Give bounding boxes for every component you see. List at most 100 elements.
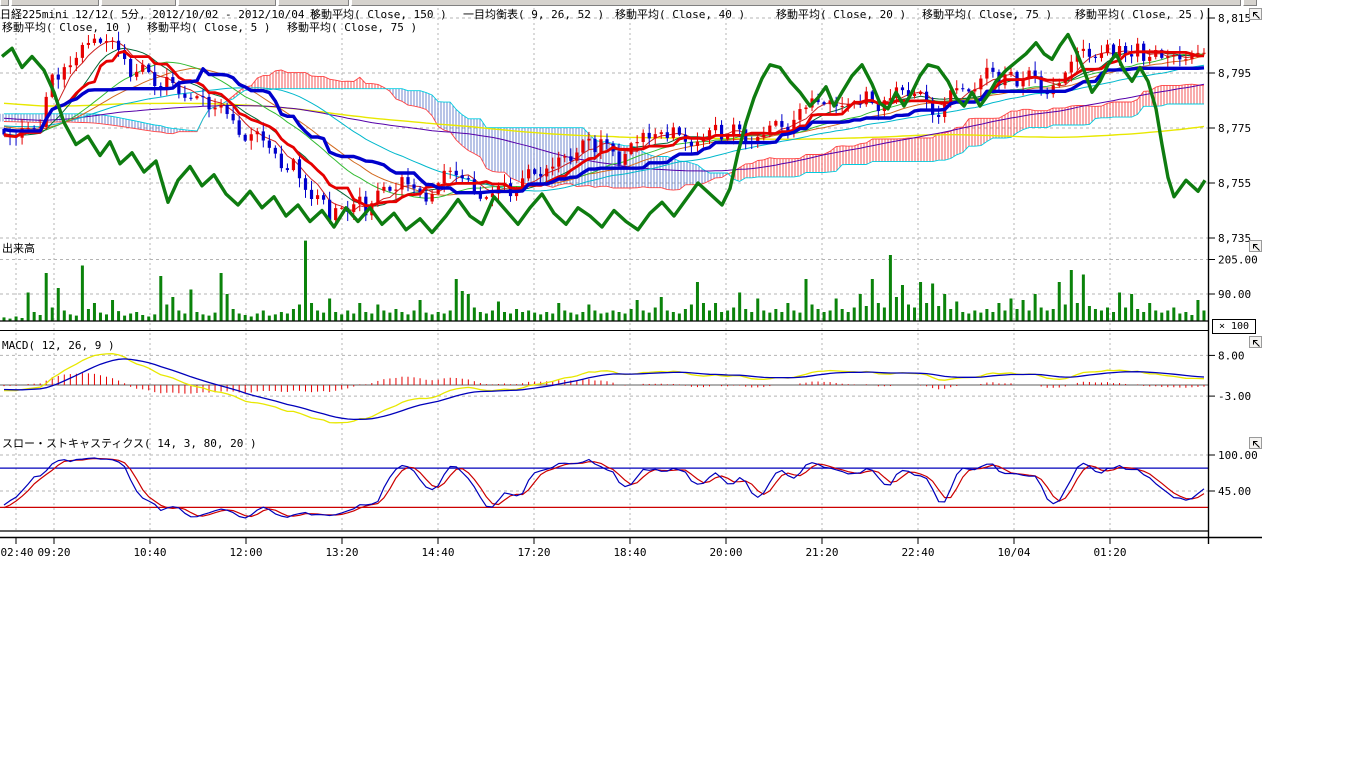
- toolbar-button-fragment[interactable]: [351, 0, 1241, 6]
- time-axis-label: 17:20: [517, 546, 550, 559]
- candle-body: [533, 169, 537, 174]
- candle-body: [557, 157, 561, 167]
- toolbar-button-fragment[interactable]: [278, 0, 349, 6]
- candle-body: [961, 88, 965, 90]
- candle-body: [780, 121, 784, 127]
- candle-body: [1063, 72, 1067, 84]
- ma40-line: [3, 64, 1205, 192]
- candle-body: [321, 195, 326, 200]
- time-axis-label: 14:40: [421, 546, 454, 559]
- candle-body: [135, 71, 139, 77]
- candle-body: [985, 67, 989, 79]
- macd-panel-corner-button[interactable]: [1249, 336, 1262, 348]
- indicator-label-ichimoku: 一目均衡表( 9, 26, 52 ): [463, 8, 605, 21]
- candle-body: [677, 127, 681, 135]
- candle-body: [840, 106, 844, 108]
- candle-body: [237, 120, 241, 135]
- toolbar-button-fragment[interactable]: [11, 0, 99, 6]
- candle-body: [653, 134, 657, 139]
- candle-body: [207, 96, 211, 110]
- candle-body: [689, 141, 694, 146]
- toolbar-button-fragment[interactable]: [0, 0, 9, 6]
- candle-body: [129, 59, 133, 77]
- candle-body: [328, 199, 332, 221]
- candle-body: [358, 196, 362, 205]
- candle-body: [291, 159, 296, 171]
- candle-body: [1069, 61, 1073, 73]
- stoch-d-line: [3, 457, 1205, 518]
- candle-body: [62, 67, 66, 80]
- macd-axis-label: -3.00: [1218, 390, 1251, 403]
- candle-body: [659, 132, 663, 135]
- candle-body: [171, 77, 175, 83]
- candle-body: [816, 98, 820, 103]
- candle-body: [340, 207, 344, 209]
- candle-body: [1190, 52, 1194, 60]
- time-axis-label: 10:40: [133, 546, 166, 559]
- candle-body: [1033, 70, 1037, 77]
- candle-body: [86, 42, 91, 45]
- candle-body: [1172, 55, 1176, 57]
- candle-body: [527, 169, 531, 179]
- time-axis-label: 02:40: [0, 546, 33, 559]
- candle-body: [924, 91, 929, 101]
- candle-body: [1123, 45, 1128, 55]
- candle-body: [418, 188, 422, 193]
- candle-body: [762, 134, 766, 137]
- candle-body: [545, 168, 549, 177]
- candle-body: [98, 38, 103, 43]
- stochastics-panel-corner-button[interactable]: [1249, 437, 1262, 449]
- chart-canvas[interactable]: 8,815 8,795 8,775 8,755 8,735 205.00 90.00 8.00…: [0, 7, 1366, 568]
- candle-body: [153, 72, 157, 86]
- candle-body: [406, 177, 410, 185]
- candle-body: [255, 131, 259, 135]
- candle-body: [726, 135, 730, 140]
- candle-body: [1111, 44, 1116, 57]
- candle-body: [183, 93, 187, 98]
- candle-body: [219, 104, 223, 108]
- candle-body: [949, 90, 953, 103]
- stochastics-panel-label: スロー・ストキャスティクス( 14, 3, 80, 20 ): [2, 437, 257, 450]
- candle-body: [400, 177, 404, 190]
- candle-body: [1057, 83, 1061, 86]
- candle-body: [460, 175, 464, 179]
- candle-body: [1160, 49, 1164, 58]
- macd-line: [3, 353, 1205, 424]
- candle-body: [828, 100, 832, 105]
- candle-body: [123, 49, 127, 60]
- tenkan-bold-line: [3, 50, 1204, 208]
- candle-body: [261, 131, 265, 141]
- diagonal-arrow-icon: [1253, 244, 1260, 251]
- indicator-label-ma25: 移動平均( Close, 25 ): [1075, 8, 1206, 21]
- toolbar-button-fragment[interactable]: [101, 0, 176, 6]
- candle-body: [309, 189, 314, 200]
- toolbar-button-fragment[interactable]: [1243, 0, 1257, 6]
- candle-body: [1093, 56, 1098, 58]
- ma20-line: [3, 53, 1205, 199]
- candle-body: [665, 132, 669, 139]
- price-panel-corner-button[interactable]: [1249, 8, 1262, 20]
- volume-panel-label: 出来高: [2, 242, 35, 255]
- candle-body: [195, 96, 199, 99]
- candle-body: [388, 186, 392, 191]
- candle-body: [490, 193, 495, 198]
- candle-body: [189, 97, 193, 99]
- candle-body: [56, 74, 60, 80]
- candle-body: [394, 189, 398, 191]
- candle-body: [918, 91, 923, 94]
- volume-panel-corner-button[interactable]: [1249, 240, 1262, 252]
- time-axis-label: 18:40: [613, 546, 646, 559]
- candle-body: [26, 127, 30, 129]
- toolbar-button-fragment[interactable]: [178, 0, 276, 6]
- indicator-label-ma150: 移動平均( Close, 150 ): [310, 8, 447, 21]
- candle-body: [931, 100, 935, 115]
- green-indicator-line: [0, 32, 1207, 235]
- price-axis-label: 8,775: [1218, 122, 1251, 135]
- indicator-label-ma20: 移動平均( Close, 20 ): [776, 8, 907, 21]
- chart-title: 日経225mini 12/12( 5分, 2012/10/02 - 2012/1…: [0, 8, 318, 21]
- candle-body: [1136, 43, 1140, 57]
- candle-body: [732, 124, 736, 136]
- top-toolbar-strip: [0, 0, 1366, 7]
- candle-body: [243, 134, 247, 141]
- candle-body: [768, 125, 772, 135]
